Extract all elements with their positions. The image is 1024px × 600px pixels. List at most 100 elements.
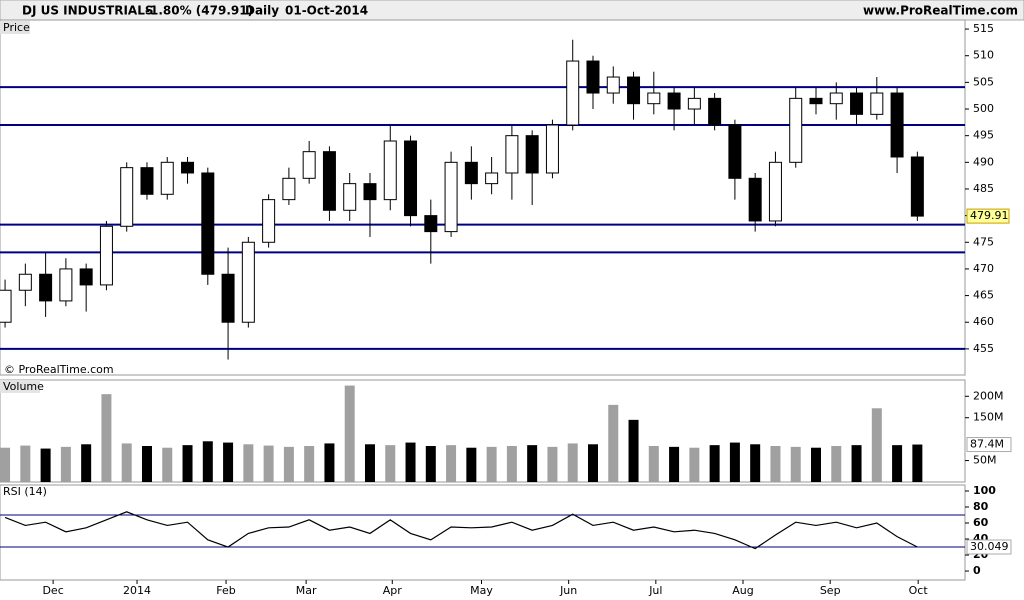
y-tick-label: 460 [973,315,994,328]
x-tick-label: Oct [909,584,929,597]
x-tick-label: Feb [216,584,235,597]
date: 01-Oct-2014 [285,4,368,18]
volume-bar [709,445,720,482]
copyright: © ProRealTime.com [4,363,114,376]
candle-body [181,161,195,174]
volume-bar [506,446,517,482]
candle-body [586,60,600,94]
x-tick-label: Aug [732,584,753,597]
candle-body [221,273,235,323]
change: -1.80% (479.91) [145,4,253,18]
last-price-box [966,208,1010,224]
candle-body [140,167,154,195]
candle-body [890,92,904,158]
volume-bar [810,447,821,482]
candle-body [627,76,641,105]
volume-bar [770,446,781,482]
volume-bar [20,445,31,482]
candle-body [241,241,255,323]
volume-bar [486,446,497,482]
candle-body [606,76,620,94]
panel-label-bg [0,380,40,393]
volume-bar [831,446,842,482]
volume-bar [405,442,416,482]
candle-body [201,172,215,275]
volume-bar [567,443,578,482]
last-volume-box [966,437,1012,453]
volume-bar [527,445,538,482]
y-tick-label: 80 [973,500,989,513]
rsi-line [4,511,918,550]
volume-bar [364,444,375,482]
y-tick-label: 0 [973,564,981,577]
candle-body [424,215,438,233]
volume-bar [587,444,598,482]
x-tick-label: Jul [648,584,662,597]
last-volume: 87.4M [970,438,1004,451]
candle-body [910,156,924,217]
y-tick-label: 60 [973,516,989,529]
volume-bar [790,446,801,482]
candle-body [262,199,276,243]
y-tick-label: 495 [973,129,994,142]
candle-body [464,161,478,185]
panel-label: RSI (14) [3,485,47,498]
volume-bar [141,446,152,482]
y-tick-label: 510 [973,49,994,62]
price-frame [0,19,966,376]
volume-bar [912,444,923,482]
volume-bar [871,408,882,482]
volume-bar [689,447,700,482]
candle-body [383,140,397,201]
period: Daily [245,4,279,18]
volume-bar [202,441,213,482]
y-tick-label: 100 [973,484,996,497]
candle-body [748,177,762,222]
site: www.ProRealTime.com [863,4,1018,18]
panel-label: Price [3,21,30,34]
volume-bar [547,446,558,482]
x-tick-label: Mar [296,584,317,597]
candle-body [99,225,113,286]
volume-bar [750,444,761,482]
last-price: 479.91 [970,209,1009,222]
x-tick-label: 2014 [123,584,151,597]
rsi-frame [0,484,966,581]
candle-body [647,92,661,105]
candle-body [0,289,12,323]
y-tick-label: 475 [973,235,994,248]
volume-bar [892,445,903,482]
volume-bar [425,446,436,482]
candle-body [18,273,32,291]
x-tick-label: Sep [820,584,841,597]
candle-body [282,177,296,201]
volume-bar [101,394,112,482]
volume-bar [40,448,51,482]
candle-body [120,167,134,227]
candle-body [505,135,519,174]
y-tick-label: 50M [973,454,997,467]
volume-bar [608,404,619,482]
y-tick-label: 515 [973,22,994,35]
candle-body [79,268,93,286]
candle-body [160,161,174,195]
x-tick-label: Jun [559,584,577,597]
candle-body [525,135,539,174]
candle-body [343,183,357,211]
volume-bar [304,446,315,482]
volume-bar [729,442,740,482]
volume-bar [628,419,639,482]
candle-body [850,92,864,115]
x-tick-label: May [470,584,493,597]
y-tick-label: 150M [973,411,1004,424]
candle-body [687,97,701,110]
candle-body [789,97,803,163]
candle-body [404,140,418,217]
volume-bar [669,446,680,482]
x-tick-label: Apr [383,584,403,597]
volume-bar [121,443,132,482]
candle-body [322,151,336,211]
volume-bar [344,385,355,482]
y-tick-label: 485 [973,182,994,195]
